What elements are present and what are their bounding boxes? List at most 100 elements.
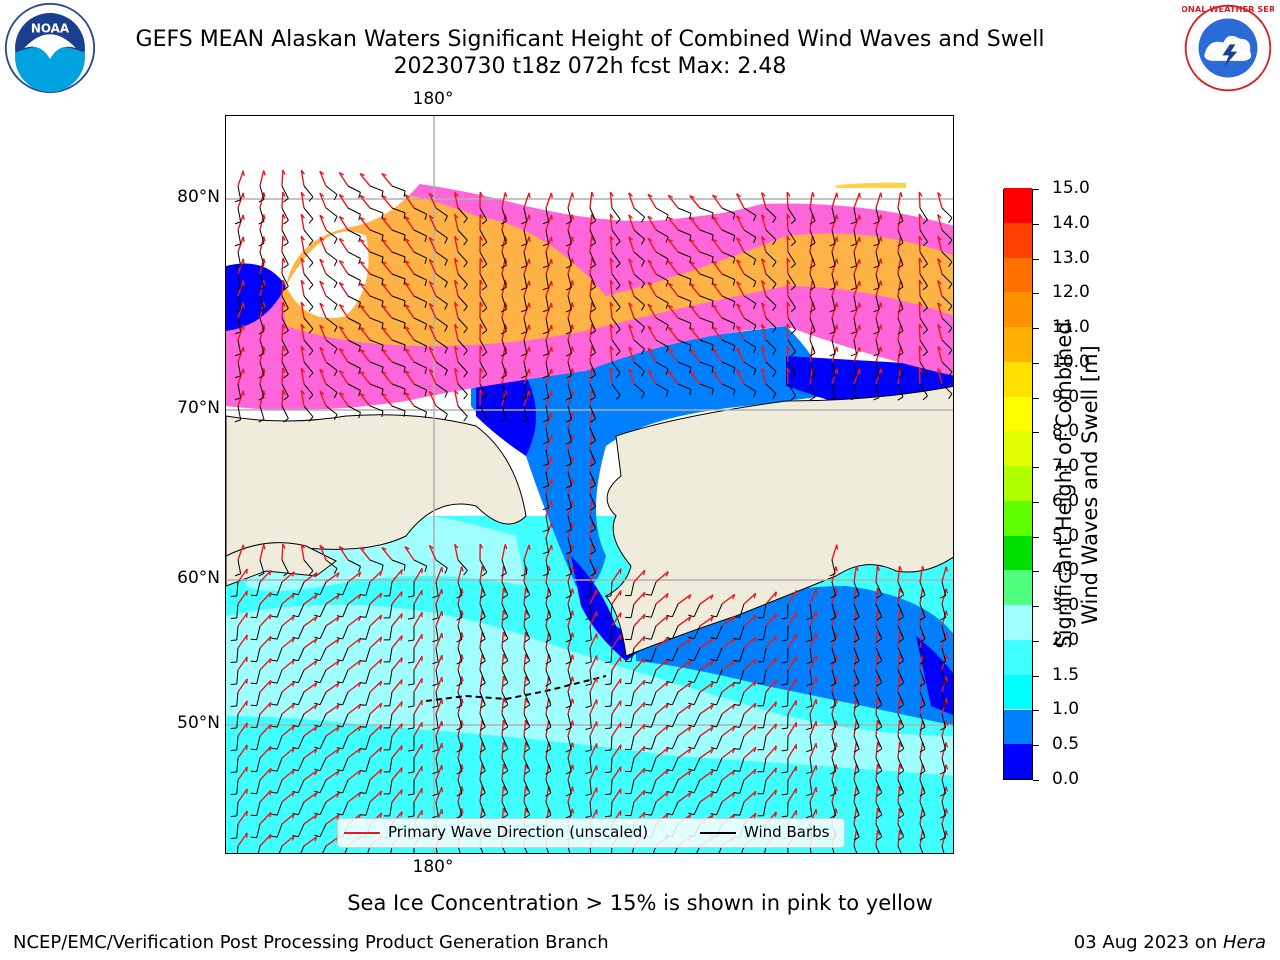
wind-barb xyxy=(765,229,777,241)
wind-barb-flag xyxy=(432,771,439,775)
wind-barb xyxy=(256,691,261,706)
wind-barb-flag xyxy=(790,329,796,335)
wind-barb xyxy=(413,383,427,391)
wave-arrow-head xyxy=(454,367,459,373)
wind-barb-flag xyxy=(502,682,509,687)
wind-barb xyxy=(853,603,860,618)
wind-barb-flag xyxy=(336,725,343,728)
wave-arrow-head xyxy=(836,280,839,286)
wave-arrow xyxy=(875,632,879,649)
wave-arrow xyxy=(919,764,924,781)
wind-barb xyxy=(435,779,439,794)
wind-barb-flag xyxy=(444,369,448,376)
wind-barb xyxy=(435,625,439,640)
wind-barb xyxy=(853,713,860,728)
wave-arrow xyxy=(765,613,777,627)
wave-arrow-head xyxy=(642,746,646,752)
wave-arrow xyxy=(633,569,646,583)
map-canvas xyxy=(226,116,953,853)
wind-barb-flag xyxy=(359,814,366,816)
wave-arrow-head xyxy=(918,323,923,329)
wave-arrow xyxy=(787,721,797,737)
wave-arrow-head xyxy=(836,258,839,264)
wave-arrow-head xyxy=(479,323,484,329)
wind-barb xyxy=(276,735,283,750)
wave-arrow-head xyxy=(550,236,553,242)
wave-arrow xyxy=(677,637,692,649)
wave-arrow xyxy=(435,654,443,671)
wave-arrow xyxy=(381,327,393,341)
wind-barb xyxy=(479,779,486,794)
wind-barb xyxy=(809,339,816,354)
wave-arrow xyxy=(347,769,362,781)
wave-arrow-head xyxy=(336,660,340,666)
wind-barb xyxy=(369,361,384,368)
wave-arrow xyxy=(391,723,403,737)
wind-barb xyxy=(281,273,289,287)
wave-arrow-head xyxy=(379,724,383,731)
wave-arrow-head xyxy=(461,566,464,572)
wave-arrow xyxy=(338,304,349,319)
wave-arrow xyxy=(721,659,736,671)
wind-barb-flag xyxy=(605,639,612,642)
wind-barb xyxy=(237,405,242,420)
wave-arrow-head xyxy=(591,345,595,351)
wave-arrow xyxy=(259,789,272,803)
wave-arrow xyxy=(809,698,817,715)
wind-barb-flag xyxy=(424,323,428,330)
wind-barb xyxy=(457,691,463,706)
wind-barb xyxy=(297,713,305,727)
wind-barb xyxy=(875,383,880,398)
wind-barb xyxy=(897,581,905,595)
wind-barb-flag xyxy=(359,770,366,772)
wind-barb-flag xyxy=(753,369,757,376)
wave-arrow xyxy=(347,791,362,803)
wind-barb-flag xyxy=(456,726,463,731)
wind-barb xyxy=(545,317,549,332)
wind-barb-flag xyxy=(444,281,448,288)
wave-arrow xyxy=(937,236,943,253)
wind-barb xyxy=(365,581,371,596)
wave-arrow xyxy=(853,214,861,231)
wave-arrow-head xyxy=(736,303,742,308)
wind-barb-flag xyxy=(805,727,812,731)
wind-barb-flag xyxy=(308,262,314,268)
wind-barb xyxy=(655,383,669,392)
wind-barb-flag xyxy=(666,724,673,728)
wind-barb-flag xyxy=(230,683,237,685)
wave-arrow-head xyxy=(291,593,295,599)
wave-arrow-head xyxy=(918,345,923,351)
wind-barb xyxy=(457,229,468,241)
wave-arrow xyxy=(381,195,393,209)
wave-arrow-head xyxy=(300,235,305,241)
wind-barb-flag xyxy=(234,419,241,423)
wave-arrow-head xyxy=(571,214,575,220)
wind-barb-flag xyxy=(809,396,816,401)
wind-barb-flag xyxy=(403,234,406,241)
wave-arrow xyxy=(760,302,767,319)
wind-barb-flag xyxy=(733,814,740,816)
wind-barb-flag xyxy=(283,418,289,423)
wave-arrow xyxy=(699,748,714,759)
wind-barb-flag xyxy=(230,617,237,619)
wave-arrow-head xyxy=(359,194,365,199)
wind-barb xyxy=(831,625,837,640)
wave-arrow-head xyxy=(898,609,903,615)
colorbar-tick-label: 5.0 xyxy=(1052,525,1080,546)
wind-barb xyxy=(739,779,745,794)
wave-arrow xyxy=(381,261,393,275)
wave-arrow-head xyxy=(242,170,245,176)
wind-barb xyxy=(671,779,679,794)
wave-arrow-head xyxy=(937,258,942,263)
wind-barb xyxy=(501,757,509,771)
wave-arrow-head xyxy=(815,677,818,683)
wave-arrow xyxy=(609,214,613,231)
wind-barb xyxy=(567,317,572,332)
wave-arrow xyxy=(259,613,272,627)
wind-barb xyxy=(630,691,635,706)
wind-barb-flag xyxy=(733,682,740,684)
wind-barb-flag xyxy=(733,638,740,640)
wind-barb-flag xyxy=(542,243,549,247)
wave-arrow xyxy=(809,720,817,737)
wave-arrow-head xyxy=(945,830,949,836)
